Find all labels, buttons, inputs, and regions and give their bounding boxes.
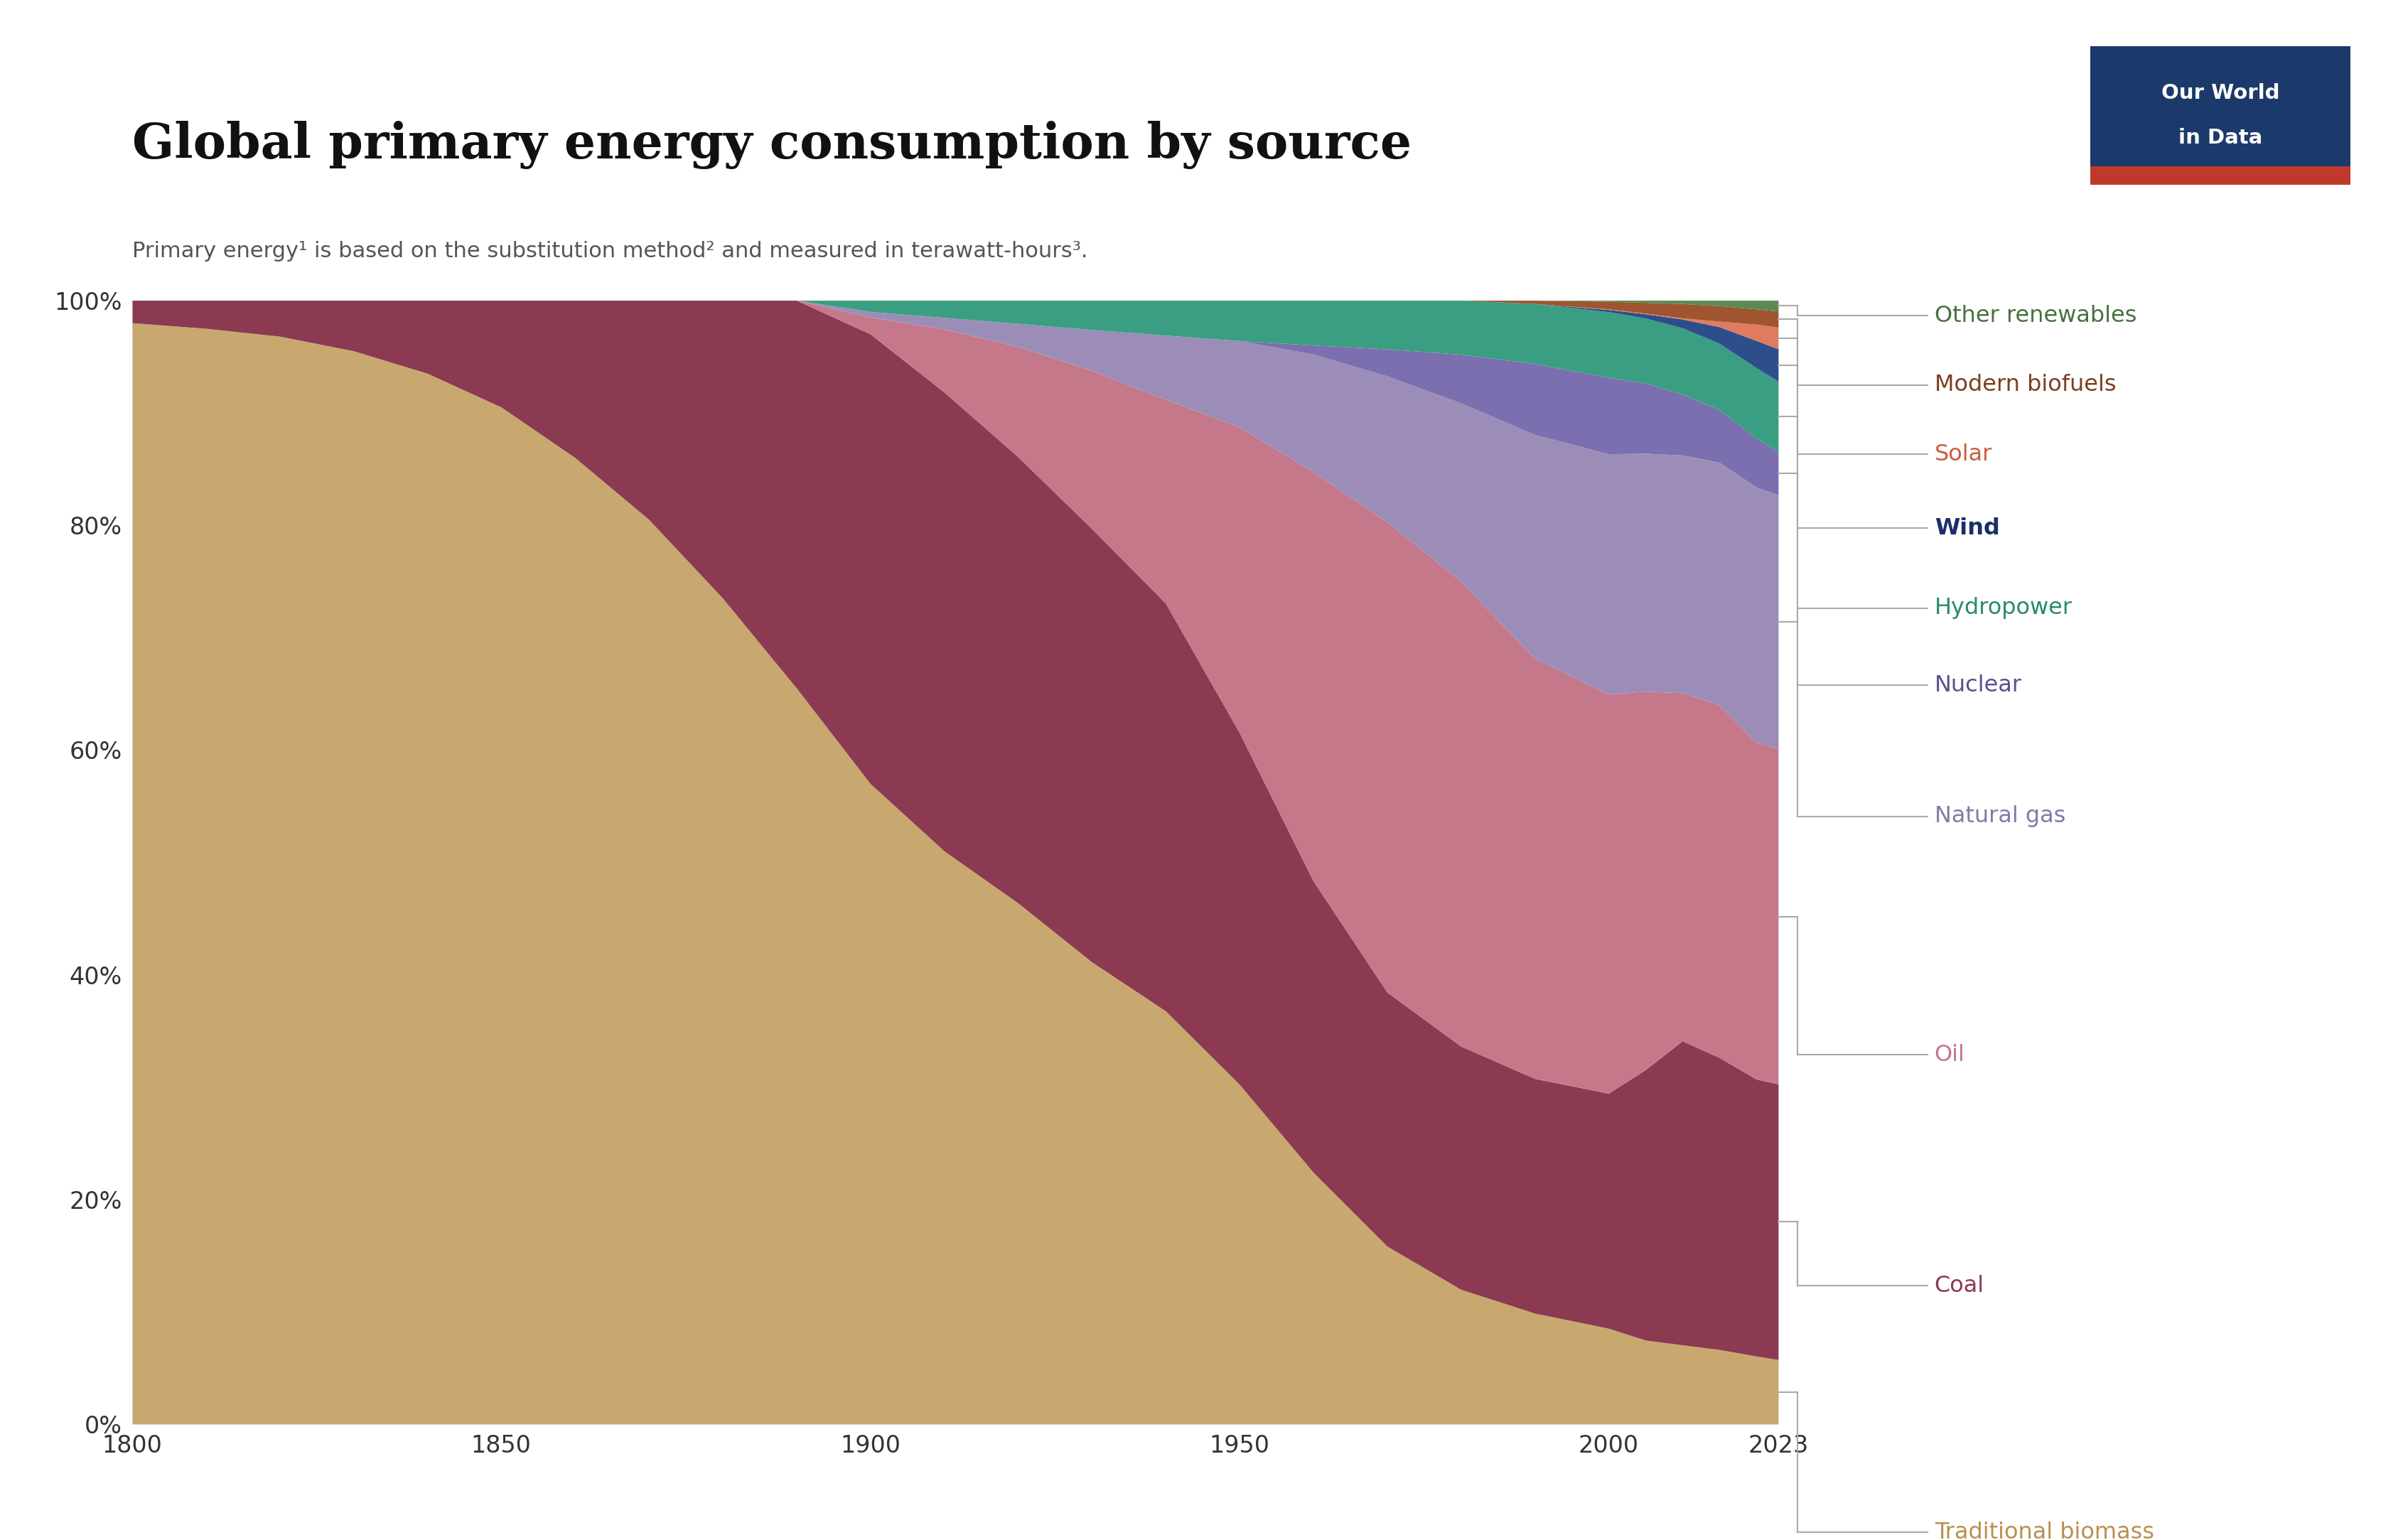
Text: Modern biofuels: Modern biofuels [1934,374,2117,396]
Text: Coal: Coal [1934,1275,1985,1297]
Text: in Data: in Data [2180,128,2261,148]
Text: Natural gas: Natural gas [1934,805,2067,827]
Text: Solar: Solar [1934,444,1992,465]
Text: Global primary energy consumption by source: Global primary energy consumption by sou… [132,122,1411,169]
Text: Wind: Wind [1934,517,1999,539]
Text: Our World: Our World [2160,83,2280,103]
Text: Oil: Oil [1934,1044,1966,1066]
Text: Other renewables: Other renewables [1934,305,2136,326]
Text: Primary energy¹ is based on the substitution method² and measured in terawatt-ho: Primary energy¹ is based on the substitu… [132,242,1089,262]
Text: Traditional biomass: Traditional biomass [1934,1522,2153,1540]
Text: Hydropower: Hydropower [1934,598,2071,619]
Text: Nuclear: Nuclear [1934,675,2021,696]
